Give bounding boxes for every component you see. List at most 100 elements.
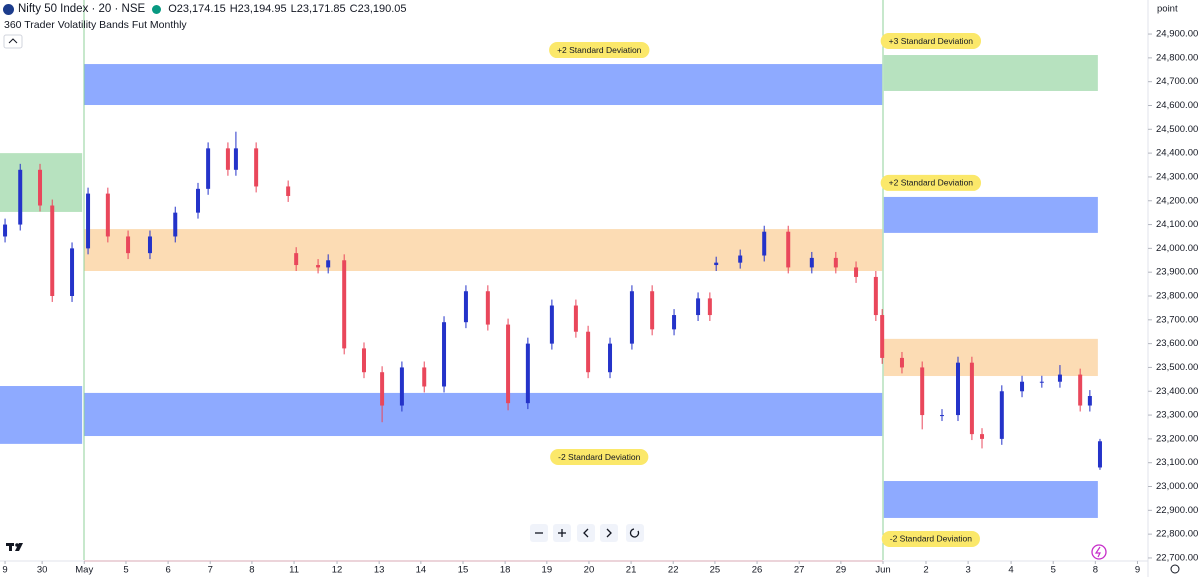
candle-body <box>980 434 985 439</box>
band-label-text: -2 Standard Deviation <box>558 452 640 462</box>
candle-body <box>442 322 447 387</box>
band <box>883 481 1098 518</box>
candle-body <box>833 257 838 268</box>
candle-body <box>999 391 1004 439</box>
x-tick-label: 25 <box>710 565 721 576</box>
y-tick-label: 23,400.00 <box>1156 386 1198 397</box>
y-tick-label: 24,700.00 <box>1156 76 1198 87</box>
candle-body <box>920 367 925 416</box>
icon <box>606 528 612 538</box>
candle-body <box>738 255 743 263</box>
x-tick-label: 12 <box>332 565 343 576</box>
band-label-text: +3 Standard Deviation <box>889 36 974 46</box>
icon <box>1094 546 1101 558</box>
x-tick-label: 3 <box>965 565 970 576</box>
candle-body <box>294 253 299 266</box>
candle-body <box>525 343 530 404</box>
candle-body <box>707 298 712 316</box>
x-tick-label: Jun <box>875 565 890 576</box>
scroll-left-button[interactable] <box>577 524 595 542</box>
x-tick-label: 19 <box>542 565 553 576</box>
axes: 22,700.00 22,800.00 22,900.00 23,000.00 23,1… <box>2 29 1198 576</box>
settings-icon[interactable] <box>1170 564 1180 574</box>
candle-body <box>380 372 385 406</box>
y-tick-label: 24,500.00 <box>1156 124 1198 135</box>
indicator-name: 360 Trader Volatility Bands Fut Monthly <box>4 19 187 31</box>
band-label-text: +2 Standard Deviation <box>557 45 642 55</box>
candle-body <box>573 305 578 332</box>
candle-body <box>880 315 885 358</box>
ohlc-value: 23,174.15 <box>176 3 226 15</box>
candle-body <box>714 262 719 266</box>
candle-body <box>762 231 767 256</box>
label-pill <box>550 449 649 466</box>
unit-label: point <box>1157 4 1178 15</box>
candle-body <box>18 169 23 225</box>
y-tick-label: 24,000.00 <box>1156 243 1198 254</box>
y-tick-label: 23,900.00 <box>1156 267 1198 278</box>
band-label: +2 Standard Deviation <box>880 174 982 191</box>
label-pill <box>549 42 650 59</box>
candle-body <box>173 212 178 237</box>
y-tick-label: 23,500.00 <box>1156 362 1198 373</box>
candle-body <box>50 205 55 297</box>
bands <box>0 55 1098 518</box>
ohlc-value: 23,190.05 <box>357 3 407 15</box>
candle-body <box>696 298 701 316</box>
band-labels: +2 Standard Deviation -2 Standard Deviati… <box>549 33 982 547</box>
candle-body <box>485 291 490 325</box>
x-tick-label: 13 <box>374 565 385 576</box>
y-tick-label: 23,200.00 <box>1156 433 1198 444</box>
candle-body <box>1020 381 1025 392</box>
x-tick-label: 8 <box>249 565 254 576</box>
icon <box>629 528 640 538</box>
band-label: -2 Standard Deviation <box>881 530 980 547</box>
candle-body <box>1087 396 1092 406</box>
candle-body <box>422 367 427 387</box>
band <box>84 392 883 437</box>
symbol-row: Nifty 50 Index · 20 · NSE O 23,174.15 H 23… <box>3 3 407 15</box>
icon <box>8 38 18 44</box>
y-tick-label: 23,800.00 <box>1156 291 1198 302</box>
candle-body <box>629 291 634 344</box>
x-tick-label: 9 <box>2 565 7 576</box>
collapse-button[interactable] <box>3 34 23 49</box>
reset-button[interactable] <box>626 524 644 542</box>
candle-body <box>809 257 814 268</box>
scroll-right-button[interactable] <box>600 524 618 542</box>
y-tick-label: 24,300.00 <box>1156 171 1198 182</box>
x-tick-label: 15 <box>458 565 469 576</box>
band <box>883 55 1098 91</box>
candle-body <box>326 260 331 268</box>
candle-body <box>86 193 91 249</box>
logo-part <box>15 543 23 551</box>
band-label-text: +2 Standard Deviation <box>889 178 974 188</box>
symbol-title: Nifty 50 Index · 20 · NSE <box>18 3 146 15</box>
ohlc-value: 23,171.85 <box>296 3 346 15</box>
x-tick-label: 11 <box>289 565 299 576</box>
candle-body <box>899 357 904 368</box>
candle-body <box>225 148 230 170</box>
ohlc-label: H <box>229 3 238 15</box>
candle-body <box>854 267 859 277</box>
candle-body <box>1039 381 1044 383</box>
nav-buttons <box>530 524 644 542</box>
x-tick-label: 27 <box>794 565 805 576</box>
x-tick-label: 7 <box>208 565 213 576</box>
x-tick-label: 29 <box>836 565 847 576</box>
ohlc-label: C <box>349 3 358 15</box>
candle-body <box>233 148 238 170</box>
y-tick-label: 22,800.00 <box>1156 529 1198 540</box>
band <box>84 229 883 271</box>
market-status <box>152 4 162 14</box>
logo-part <box>9 543 12 551</box>
candle-body <box>786 231 791 268</box>
y-tick-label: 22,900.00 <box>1156 505 1198 516</box>
label-pill <box>880 174 982 191</box>
band <box>84 64 883 106</box>
label-pill <box>880 33 982 50</box>
candle-body <box>1097 441 1102 468</box>
x-tick-label: May <box>75 565 93 576</box>
alert-icon[interactable] <box>1091 544 1107 560</box>
